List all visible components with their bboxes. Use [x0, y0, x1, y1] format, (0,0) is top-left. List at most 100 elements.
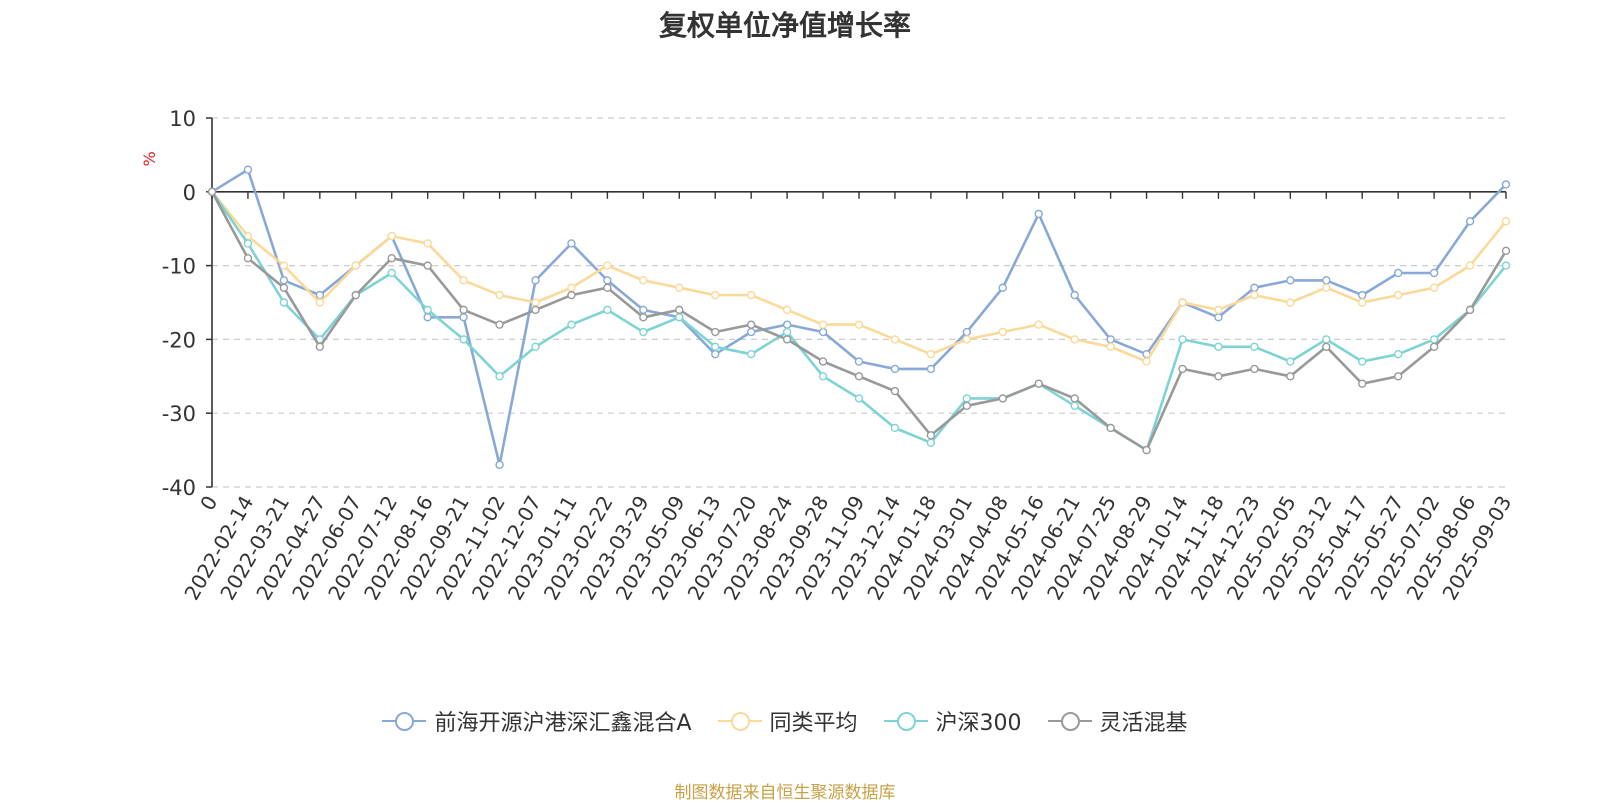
- data-point: [567, 239, 576, 248]
- data-point: [1465, 217, 1475, 226]
- data-point: [387, 254, 396, 263]
- data-point: [926, 349, 936, 359]
- data-point: [531, 276, 540, 285]
- series-lines: [207, 165, 1511, 470]
- data-point: [639, 327, 648, 337]
- gridlines: [212, 117, 1506, 488]
- data-point: [782, 335, 792, 344]
- data-point: [1214, 372, 1223, 381]
- data-point: [1178, 298, 1187, 307]
- data-point: [459, 305, 468, 315]
- data-point: [315, 290, 325, 300]
- legend-item[interactable]: 灵活混基: [1047, 705, 1188, 737]
- data-point: [1142, 445, 1151, 455]
- legend-item[interactable]: 同类平均: [717, 705, 858, 737]
- data-point: [854, 372, 864, 381]
- data-point: [531, 342, 540, 351]
- chart-title: 复权单位净值增长率: [658, 9, 911, 42]
- data-point: [998, 283, 1007, 292]
- data-point: [1250, 283, 1259, 292]
- data-point: [782, 305, 792, 315]
- data-point: [854, 394, 864, 403]
- data-point: [998, 327, 1007, 337]
- data-point: [1070, 401, 1079, 411]
- data-point: [675, 313, 684, 322]
- legend-item[interactable]: 沪深300: [883, 705, 1022, 737]
- data-point: [1322, 342, 1331, 351]
- data-point: [1393, 349, 1403, 359]
- legend-label: 同类平均: [769, 711, 858, 736]
- data-point: [351, 261, 360, 270]
- data-point: [746, 290, 756, 300]
- data-point: [1106, 335, 1115, 344]
- data-point: [1250, 364, 1259, 374]
- legend-label: 灵活混基: [1099, 711, 1188, 736]
- legend: 前海开源沪港深汇鑫混合A 同类平均 沪深300 灵活混基: [0, 705, 1570, 737]
- data-point: [567, 320, 576, 329]
- legend-item[interactable]: 前海开源沪港深汇鑫混合A: [382, 705, 692, 737]
- source-note: 制图数据来自恒生聚源数据库: [674, 783, 896, 803]
- data-point: [962, 327, 972, 337]
- data-point: [531, 305, 540, 315]
- data-point: [495, 372, 504, 381]
- axes: [206, 117, 1507, 488]
- data-point: [423, 313, 432, 322]
- data-point: [1358, 357, 1367, 366]
- data-point: [890, 364, 900, 374]
- y-tick-label: -40: [162, 476, 196, 500]
- data-point: [1034, 320, 1043, 329]
- data-point: [818, 320, 828, 329]
- data-point: [495, 460, 504, 470]
- data-point: [1429, 335, 1439, 344]
- y-axis-unit: %: [140, 151, 159, 166]
- data-point: [962, 401, 972, 411]
- legend-label: 前海开源沪港深汇鑫混合A: [434, 711, 692, 736]
- data-point: [890, 423, 900, 433]
- data-point: [746, 327, 756, 337]
- data-point: [423, 305, 432, 315]
- data-point: [746, 320, 756, 329]
- data-point: [1286, 276, 1295, 285]
- data-point: [243, 254, 253, 263]
- data-point: [1465, 261, 1475, 270]
- data-point: [1393, 290, 1403, 300]
- data-point: [1034, 209, 1043, 219]
- data-point: [1322, 283, 1331, 292]
- data-point: [207, 187, 217, 197]
- data-point: [746, 349, 756, 359]
- data-point: [1358, 290, 1367, 300]
- data-point: [1322, 335, 1331, 344]
- data-point: [782, 327, 792, 337]
- data-point: [387, 231, 396, 241]
- data-point: [243, 165, 253, 174]
- data-point: [962, 394, 972, 403]
- data-point: [1250, 290, 1259, 300]
- legend-marker: [717, 710, 762, 732]
- data-point: [1034, 379, 1043, 388]
- series-line-0: [211, 168, 1507, 467]
- data-point: [1250, 342, 1259, 351]
- data-point: [1429, 268, 1439, 278]
- data-point: [603, 276, 612, 285]
- data-point: [243, 239, 253, 248]
- data-point: [495, 320, 504, 329]
- data-point: [782, 320, 792, 329]
- legend-label: 沪深300: [935, 711, 1022, 736]
- data-point: [711, 342, 720, 351]
- data-point: [1214, 342, 1223, 351]
- data-point: [1106, 342, 1115, 351]
- data-point: [1214, 313, 1223, 322]
- data-point: [1501, 261, 1511, 270]
- data-point: [279, 298, 289, 307]
- data-point: [926, 364, 936, 374]
- y-tick-label: -30: [162, 402, 196, 426]
- data-point: [1286, 372, 1295, 381]
- y-tick-label: 10: [169, 107, 196, 131]
- data-point: [603, 283, 612, 292]
- data-point: [639, 276, 648, 285]
- data-point: [1214, 305, 1223, 315]
- data-point: [387, 268, 396, 278]
- data-point: [315, 342, 325, 351]
- data-point: [1070, 290, 1079, 300]
- data-point: [1358, 298, 1367, 307]
